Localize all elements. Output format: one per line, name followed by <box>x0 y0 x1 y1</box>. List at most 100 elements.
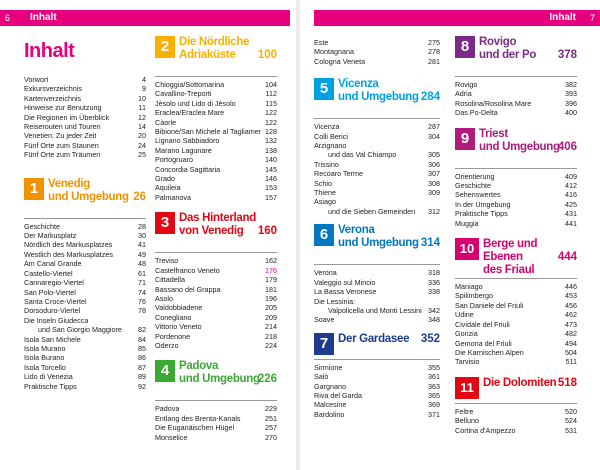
toc-entry: Castello-Viertel 61 <box>24 269 146 278</box>
toc-entry: Vorwort 4 <box>24 75 146 84</box>
entry-page <box>424 297 440 306</box>
chapter-title: Padova und Umgebung <box>179 360 260 386</box>
toc-entry: Muggia 441 <box>455 219 577 228</box>
entry-title: Praktische Tipps <box>455 209 508 219</box>
chapter-rule <box>455 76 577 77</box>
entry-page: 76 <box>138 296 146 306</box>
entry-page: 138 <box>265 145 277 155</box>
toc-entry: Salò 361 <box>314 372 440 381</box>
entry-page: 86 <box>138 353 146 363</box>
chapter-heading: 4 Padova und Umgebung 226 <box>155 360 277 396</box>
toc-entry: und San Giorgio Maggiore 82 <box>24 325 146 334</box>
toc-entry: Dorsoduro-Viertel 78 <box>24 306 146 315</box>
chapter-heading: 9 Triest und Umgebung 406 <box>455 127 577 164</box>
entry-title: Udine <box>455 310 474 320</box>
entry-title: Geschichte <box>455 181 491 191</box>
entry-title: Jèsolo und Lido di Jèsolo <box>155 98 236 108</box>
entry-page: 425 <box>565 199 577 209</box>
toc-entry: Lignano Sabbiadoro 132 <box>155 136 277 145</box>
toc-entry: Der Markusplatz 30 <box>24 231 146 240</box>
entry-title: Palmanova <box>155 192 191 202</box>
toc-entry: Gemona del Friuli 494 <box>455 339 577 348</box>
entry-title: Conegliano <box>155 312 192 322</box>
chapter-block: 11 Die Dolomiten 518 Feltre 520 Belluno 524 Cor… <box>455 376 577 435</box>
toc-entry: Eraclea/Eraclea Mare 122 <box>155 108 277 117</box>
chapter-title-line: und Umgebung <box>479 140 560 153</box>
entry-title: Orientierung <box>455 171 495 181</box>
toc-entry: Udine 462 <box>455 310 577 319</box>
entry-page: 25 <box>138 150 146 160</box>
toc-entry: Praktische Tipps 92 <box>24 382 146 391</box>
chapter-entries: Vicenza 287 Colli Berici 304 Arzignano und da… <box>314 122 440 216</box>
chapter-number: 1 <box>24 177 44 200</box>
entry-page: 145 <box>265 164 277 174</box>
toc-entry: Marano Lagunare 138 <box>155 146 277 155</box>
toc-entry: Die Regionen im Überblick 12 <box>24 113 146 122</box>
chapter-block: 4 Padova und Umgebung 226 Padova 229 Entlang d… <box>155 360 277 442</box>
toc-entry: San Polo-Viertel 74 <box>24 288 146 297</box>
toc-entry: Conegliano 209 <box>155 313 277 322</box>
toc-entry: Colli Berici 304 <box>314 132 440 141</box>
chapter-number: 8 <box>455 36 475 58</box>
entry-title: Spilimbergo <box>455 291 493 301</box>
entry-page: 9 <box>142 84 146 94</box>
entry-title: La Bassa Veronese <box>314 287 377 297</box>
entry-page: 524 <box>565 416 577 426</box>
entry-title: Cividale del Friuli <box>455 319 510 329</box>
entry-page: 441 <box>565 218 577 228</box>
entry-title: Exkursverzeichnis <box>24 84 82 94</box>
entry-page: 214 <box>265 322 277 332</box>
chapter-number: 5 <box>314 78 334 101</box>
chapter-heading: 1 Venedig und Umgebung 26 <box>24 177 146 214</box>
chapter-page: 352 <box>420 332 440 345</box>
toc-entry: Asiago <box>314 197 440 206</box>
entry-title: Feltre <box>455 406 474 416</box>
toc-entry: Bassano del Grappa 181 <box>155 285 277 294</box>
entry-page: 179 <box>265 275 277 285</box>
chapter-heading: 2 Die Nördliche Adriaküste 100 <box>155 36 277 72</box>
chapter-entries: Geschichte 28 Der Markusplatz 30 Nördlich de… <box>24 222 146 391</box>
chapter-title: Der Gardasee <box>338 333 410 346</box>
entry-title: Muggia <box>455 218 479 228</box>
toc-entry: Este 275 <box>314 38 440 47</box>
toc-entry: Cortina d'Ampezzo 531 <box>455 426 577 435</box>
chapter-number: 3 <box>155 212 175 235</box>
left-column-2: 2 Die Nördliche Adriaküste 100 Chioggia/Sott… <box>155 36 277 442</box>
chapter-heading: 7 Der Gardasee 352 <box>314 332 440 355</box>
toc-entry: Concordia Sagittaria 145 <box>155 165 277 174</box>
entry-title: Gargnano <box>314 381 346 391</box>
toc-entry: Sehenswertes 416 <box>455 190 577 199</box>
entry-title: und das Val Chiampo <box>328 150 397 160</box>
entry-title: Schio <box>314 178 332 188</box>
entry-page: 48 <box>138 259 146 269</box>
entry-title: Cittadella <box>155 275 185 285</box>
chapter-number: 11 <box>455 376 479 399</box>
entry-title: Asiago <box>314 197 336 207</box>
entry-page: 504 <box>565 347 577 357</box>
toc-entry: Sirmione 355 <box>314 363 440 372</box>
toc-entry: Hinweise zur Benutzung 11 <box>24 103 146 112</box>
toc-entry: Am Canal Grande 48 <box>24 259 146 268</box>
entry-title: Soave <box>314 315 335 325</box>
toc-entry: Cologna Veneta 281 <box>314 57 440 66</box>
chapter-rule <box>455 167 577 169</box>
entry-page: 49 <box>138 249 146 259</box>
entry-page: 365 <box>428 390 440 400</box>
entry-page: 318 <box>428 268 440 278</box>
toc-entry: Orientierung 409 <box>455 172 577 181</box>
chapter-entries: Chioggia/Sottomarina 104 Cavallino-Treport… <box>155 80 277 202</box>
chapter-title-line: und Umgebung <box>338 91 419 104</box>
entry-title: Cavallino-Treporti <box>155 89 212 99</box>
entry-title: Monselice <box>155 432 188 442</box>
entry-title: Vorwort <box>24 75 49 84</box>
entry-title: Reiserouten und Touren <box>24 122 101 132</box>
entry-title: Chioggia/Sottomarina <box>155 80 225 89</box>
entry-title: Gorizia <box>455 329 478 339</box>
entry-page: 531 <box>565 425 577 435</box>
entry-page: 482 <box>565 329 577 339</box>
entry-title: Die Lessinia: <box>314 296 356 306</box>
entry-page: 494 <box>565 338 577 348</box>
entry-page: 122 <box>265 108 277 118</box>
entry-page: 309 <box>428 188 440 198</box>
toc-entry: Pordenone 218 <box>155 332 277 341</box>
